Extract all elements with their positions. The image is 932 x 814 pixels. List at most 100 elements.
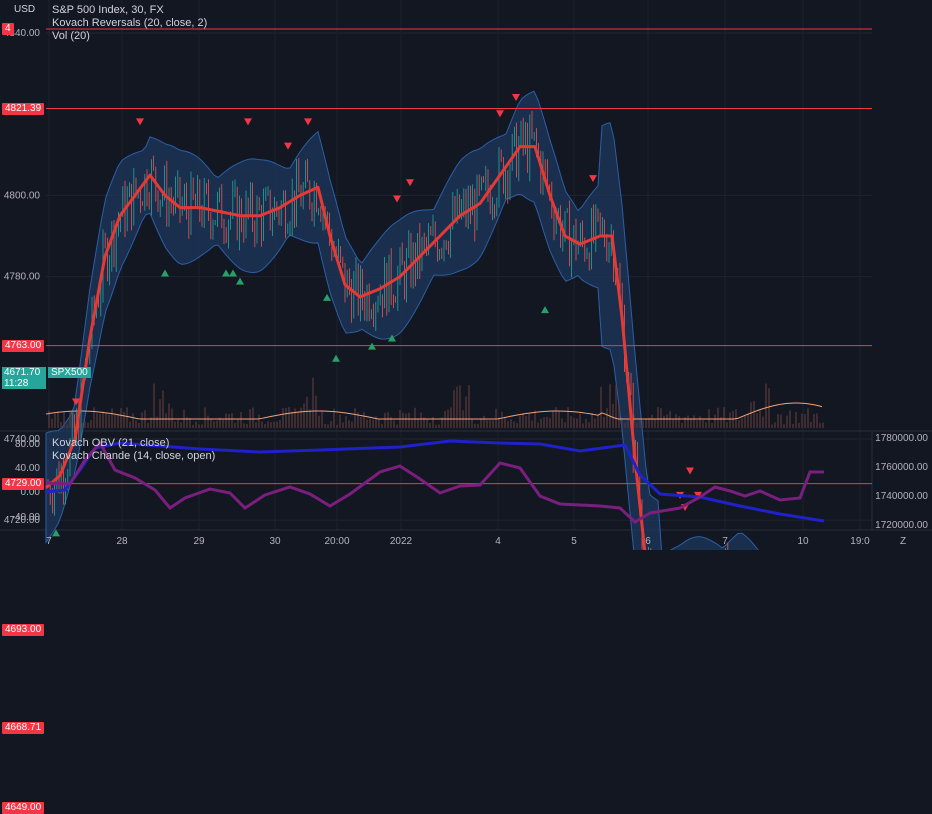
- level-label-4: 4693.00: [2, 623, 45, 636]
- volume-bar: [741, 418, 743, 428]
- volume-bar: [723, 407, 725, 428]
- volume-bar: [381, 423, 383, 428]
- symbol-title[interactable]: S&P 500 Index, 30, FX: [52, 4, 164, 16]
- volume-bar: [516, 422, 518, 428]
- volume-bar: [465, 396, 467, 428]
- volume-bar: [459, 385, 461, 428]
- volume-bar: [156, 416, 158, 428]
- volume-bar: [192, 424, 194, 428]
- volume-bar: [330, 420, 332, 428]
- symbol-badge: SPX500: [48, 367, 91, 378]
- volume-bar: [585, 418, 587, 428]
- volume-bar: [384, 412, 386, 428]
- price-tick-3: 4740.00: [4, 434, 41, 445]
- osc-tick-1: 40.00: [15, 463, 40, 474]
- volume-bar: [678, 416, 680, 428]
- currency-badge[interactable]: USD: [14, 4, 36, 15]
- volume-bar: [171, 408, 173, 428]
- volume-bar: [300, 407, 302, 428]
- level-label-3: 4729.00: [2, 477, 45, 490]
- reversal-down-marker: [244, 118, 252, 126]
- volume-bar: [558, 410, 560, 428]
- volume-bar: [798, 422, 800, 428]
- volume-bar: [504, 417, 506, 428]
- grid: [0, 32, 932, 531]
- obv-tick-2: 1740000.00: [875, 491, 928, 502]
- volume-bar: [255, 422, 257, 428]
- volume-bar: [726, 422, 728, 428]
- volume-bar: [429, 422, 431, 428]
- volume-bar: [762, 416, 764, 428]
- volume-bar: [546, 416, 548, 428]
- volume-bar: [561, 418, 563, 428]
- volume-bar: [774, 422, 776, 428]
- volume-bar: [102, 411, 104, 428]
- volume-bar: [672, 419, 674, 428]
- volume-bar: [222, 419, 224, 428]
- level-lines: [46, 28, 872, 485]
- volume-bar: [387, 412, 389, 428]
- time-label-6: 4: [495, 536, 501, 547]
- volume-bar: [456, 386, 458, 428]
- volume-bar: [744, 415, 746, 428]
- time-label-2: 29: [193, 536, 205, 547]
- volume-bar: [177, 419, 179, 428]
- indicator-legend-reversals[interactable]: Kovach Reversals (20, close, 2): [52, 17, 208, 29]
- bar-countdown: 11:28: [4, 378, 29, 389]
- price-tick-4: 4720.00: [4, 515, 41, 526]
- indicator-legend-obv[interactable]: Kovach OBV (21, close): [52, 437, 170, 449]
- volume-bar: [693, 415, 695, 428]
- volume-bar: [714, 414, 716, 428]
- volume-bar: [603, 416, 605, 428]
- volume-bar: [696, 420, 698, 428]
- volume-bar: [273, 421, 275, 428]
- volume-bar: [291, 411, 293, 428]
- obv-tick-3: 1720000.00: [875, 520, 928, 531]
- chart-canvas[interactable]: 4840.004800.004780.004740.004720.004700.…: [0, 0, 932, 550]
- volume-bar: [528, 413, 530, 428]
- volume-bar: [168, 403, 170, 428]
- volume-bar: [573, 418, 575, 428]
- indicator-legend-chande[interactable]: Kovach Chande (14, close, open): [52, 450, 216, 462]
- reversal-down-marker: [136, 118, 144, 126]
- volume-bar: [294, 408, 296, 428]
- volume-bar: [261, 421, 263, 428]
- volume-bar: [468, 385, 470, 428]
- obv-tick-0: 1780000.00: [875, 433, 928, 444]
- time-label-10: 10: [797, 536, 809, 547]
- volume-bar: [369, 418, 371, 428]
- volume-bar: [285, 407, 287, 428]
- volume-bar: [321, 410, 323, 428]
- volume-bar: [801, 413, 803, 428]
- current-price: 4671.70: [4, 367, 41, 378]
- reversal-down-marker: [512, 93, 520, 101]
- volume-bar: [135, 420, 137, 428]
- volume-bar: [216, 420, 218, 428]
- volume-bar: [87, 422, 89, 428]
- volume-bar: [264, 423, 266, 428]
- zoom-button[interactable]: Z: [900, 536, 906, 547]
- volume-bar: [351, 421, 353, 428]
- volume-bar: [639, 418, 641, 428]
- volume-bar: [609, 384, 611, 428]
- time-label-1: 28: [116, 536, 128, 547]
- volume-bar: [297, 412, 299, 428]
- volume-bar: [174, 421, 176, 428]
- volume-bar: [582, 423, 584, 428]
- indicator-legend-volume[interactable]: Vol (20): [52, 30, 90, 42]
- volume-bar: [804, 414, 806, 428]
- level-label-6: 4649.00: [2, 802, 45, 814]
- volume-bar: [669, 411, 671, 428]
- price-tick-1: 4800.00: [4, 190, 41, 201]
- volume-bar: [390, 417, 392, 428]
- volume-bar: [471, 419, 473, 428]
- volume-bar: [813, 414, 815, 428]
- volume-bar: [720, 416, 722, 428]
- volume-bar: [654, 419, 656, 428]
- volume-bar: [702, 419, 704, 428]
- volume-bar: [258, 414, 260, 428]
- volume-bar: [780, 414, 782, 428]
- volume-bar: [126, 407, 128, 428]
- reversal-up-marker: [52, 529, 60, 537]
- volume-bar: [783, 424, 785, 428]
